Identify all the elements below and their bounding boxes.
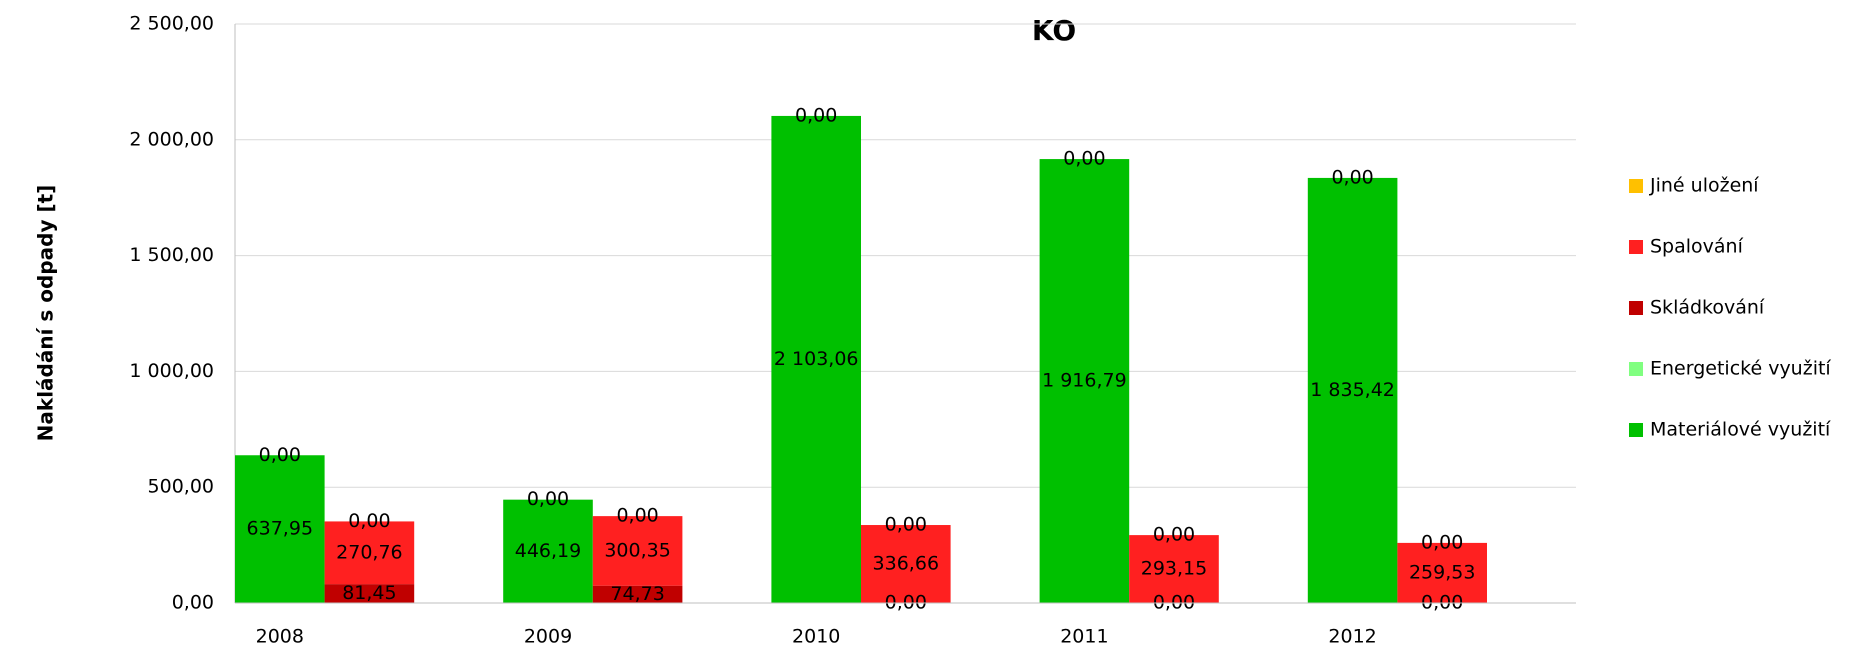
data-label: 300,35 — [604, 539, 670, 561]
legend-swatch — [1629, 179, 1643, 193]
bar-segment — [861, 525, 951, 603]
data-label: 0,00 — [616, 505, 658, 527]
bar-segment — [1039, 159, 1130, 603]
data-label: 259,53 — [1409, 561, 1475, 583]
data-label: 1 916,79 — [1042, 370, 1127, 392]
bar-segment — [592, 516, 683, 586]
data-label: 1 835,42 — [1310, 379, 1395, 401]
bar-segment — [592, 585, 683, 603]
data-label: 0,00 — [1331, 166, 1373, 188]
data-label: 0,00 — [527, 488, 569, 510]
legend-swatch — [1629, 301, 1643, 315]
bar-segment — [324, 584, 415, 603]
x-tick-label: 2010 — [792, 626, 840, 648]
legend-label: Energetické využití — [1650, 358, 1831, 380]
y-tick-label: 1 000,00 — [129, 360, 214, 382]
data-label: 0,00 — [795, 104, 837, 126]
data-label: 446,19 — [515, 540, 581, 562]
data-label: 293,15 — [1141, 558, 1207, 580]
y-axis-title: Nakládání s odpady [t] — [34, 185, 58, 442]
y-tick-label: 1 500,00 — [129, 244, 214, 266]
chart-title: KO — [1032, 14, 1076, 47]
x-tick-label: 2012 — [1328, 626, 1376, 648]
data-label: 0,00 — [348, 510, 390, 532]
bar-segment — [771, 115, 861, 603]
legend-swatch — [1629, 362, 1643, 376]
bar-segment — [503, 499, 593, 603]
y-tick-label: 2 000,00 — [129, 128, 214, 150]
data-label: 0,00 — [1421, 531, 1463, 553]
x-tick-label: 2008 — [256, 626, 304, 648]
data-label: 0,00 — [1063, 148, 1105, 170]
data-label: 74,73 — [610, 583, 664, 605]
data-label: 637,95 — [247, 518, 313, 540]
y-tick-label: 2 500,00 — [129, 13, 214, 35]
data-label: 0,00 — [259, 444, 301, 466]
y-tick-label: 0,00 — [172, 592, 214, 614]
data-label: 270,76 — [336, 541, 402, 563]
data-label: 0,00 — [885, 514, 927, 536]
legend-label: Skládkování — [1650, 297, 1765, 319]
legend-label: Jiné uložení — [1649, 175, 1759, 197]
y-tick-label: 500,00 — [148, 476, 214, 498]
legend-swatch — [1629, 423, 1643, 437]
data-label: 336,66 — [873, 553, 939, 575]
data-label: 81,45 — [342, 582, 396, 604]
bar-segment — [1129, 535, 1219, 603]
bar-segment — [1307, 177, 1398, 603]
x-tick-label: 2009 — [524, 626, 572, 648]
x-tick-label: 2011 — [1060, 626, 1108, 648]
bar-segment — [324, 521, 415, 585]
bar-segment — [235, 455, 325, 603]
data-label: 2 103,06 — [774, 348, 859, 370]
bar-segment — [1397, 542, 1487, 603]
data-label: 0,00 — [1153, 524, 1195, 546]
legend-swatch — [1629, 240, 1643, 254]
legend-label: Materiálové využití — [1650, 419, 1831, 441]
legend-label: Spalování — [1650, 236, 1744, 258]
